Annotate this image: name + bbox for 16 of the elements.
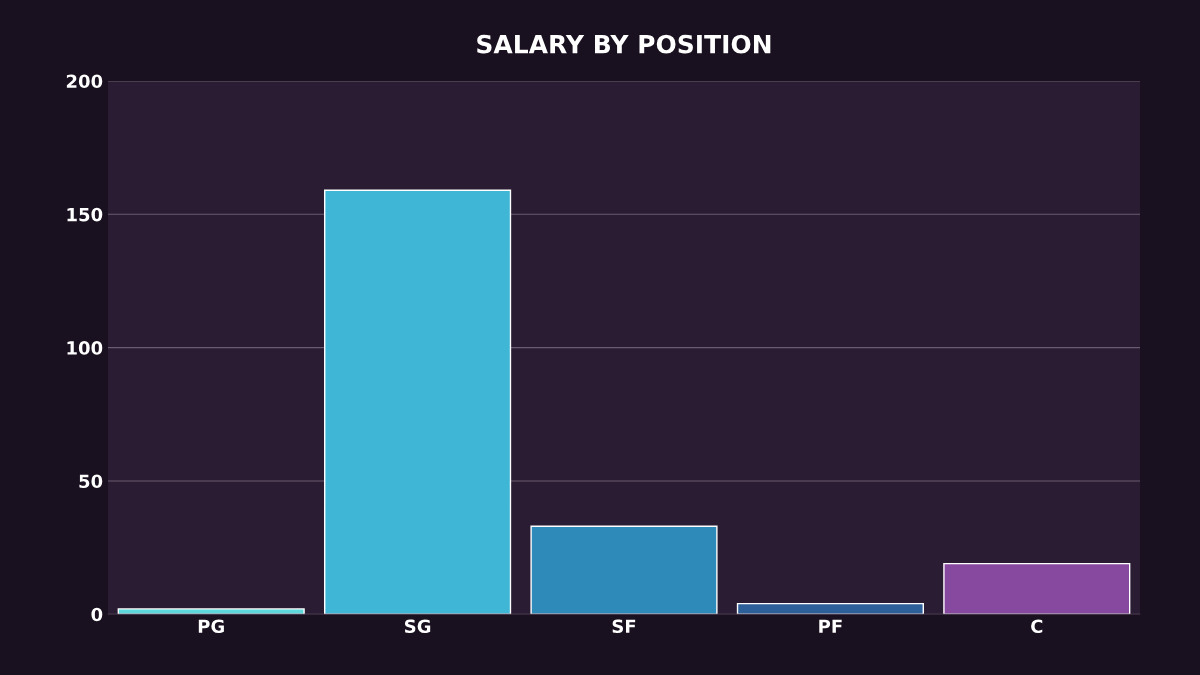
y-tick-label: 0 bbox=[91, 607, 103, 622]
bar bbox=[530, 525, 718, 615]
y-tick-label: 50 bbox=[79, 474, 103, 489]
x-tick-label: PG bbox=[198, 619, 224, 634]
x-tick-label: C bbox=[1031, 619, 1043, 634]
bar bbox=[943, 562, 1131, 615]
chart-title: SALARY BY POSITION bbox=[477, 34, 771, 54]
x-tick-label: SG bbox=[404, 619, 431, 634]
y-tick-label: 150 bbox=[67, 207, 103, 222]
bar bbox=[736, 602, 924, 615]
x-tick-label: PF bbox=[819, 619, 842, 633]
x-tick-label: SF bbox=[612, 619, 636, 634]
bar bbox=[117, 608, 305, 615]
bar bbox=[324, 189, 512, 615]
y-tick-label: 100 bbox=[67, 341, 103, 355]
y-tick-label: 200 bbox=[66, 74, 103, 89]
